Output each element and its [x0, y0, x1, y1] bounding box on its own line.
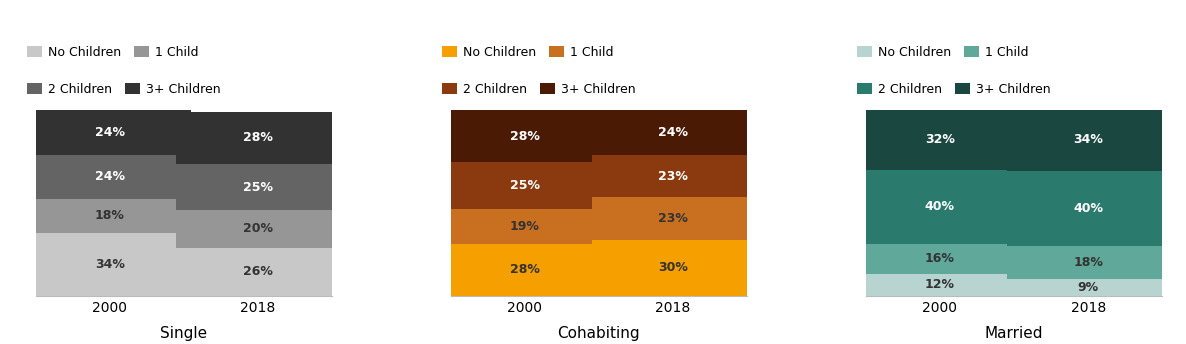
Text: 19%: 19%	[510, 220, 540, 233]
Bar	[444, 162, 606, 208]
Text: 9%: 9%	[1078, 281, 1098, 294]
Bar	[444, 110, 606, 162]
Bar	[1007, 279, 1169, 296]
Text: 25%: 25%	[510, 179, 540, 192]
Text: 28%: 28%	[510, 130, 540, 142]
Bar	[177, 248, 339, 296]
X-axis label: Married: Married	[984, 326, 1044, 341]
Text: 12%: 12%	[925, 278, 955, 291]
Bar	[28, 110, 191, 155]
Bar	[28, 199, 191, 233]
Bar	[1007, 171, 1169, 246]
Bar	[177, 211, 339, 248]
Bar	[28, 233, 191, 296]
Text: 25%: 25%	[243, 181, 273, 194]
Text: 24%: 24%	[658, 126, 688, 139]
Bar	[859, 273, 1021, 296]
Bar	[177, 164, 339, 211]
Bar	[444, 208, 606, 244]
Text: 34%: 34%	[95, 258, 125, 271]
Text: 26%: 26%	[243, 265, 273, 278]
Bar	[444, 244, 606, 296]
Text: 40%: 40%	[1073, 202, 1103, 215]
Text: 20%: 20%	[243, 223, 273, 235]
Bar	[1007, 246, 1169, 279]
Bar	[592, 110, 754, 155]
Bar	[859, 110, 1021, 170]
Bar	[28, 155, 191, 199]
Text: 28%: 28%	[510, 264, 540, 276]
Bar	[859, 244, 1021, 273]
Legend: 2 Children, 3+ Children: 2 Children, 3+ Children	[442, 83, 636, 96]
Text: 23%: 23%	[658, 170, 688, 183]
Bar	[592, 155, 754, 197]
Text: 34%: 34%	[1073, 133, 1103, 146]
Bar	[592, 240, 754, 296]
Text: 18%: 18%	[95, 209, 125, 223]
Text: 24%: 24%	[95, 171, 125, 183]
Text: 32%: 32%	[925, 133, 955, 146]
Legend: 2 Children, 3+ Children: 2 Children, 3+ Children	[857, 83, 1051, 96]
Legend: 2 Children, 3+ Children: 2 Children, 3+ Children	[27, 83, 221, 96]
Text: 24%: 24%	[95, 126, 125, 139]
Text: 40%: 40%	[925, 200, 955, 213]
Text: 16%: 16%	[925, 252, 955, 265]
Text: 30%: 30%	[658, 261, 688, 275]
Bar	[1007, 108, 1169, 171]
X-axis label: Cohabiting: Cohabiting	[557, 326, 640, 341]
Bar	[177, 112, 339, 164]
Text: 23%: 23%	[658, 212, 688, 225]
Bar	[592, 197, 754, 240]
Bar	[859, 170, 1021, 244]
X-axis label: Single: Single	[160, 326, 208, 341]
Text: 18%: 18%	[1073, 256, 1103, 269]
Text: 28%: 28%	[243, 131, 273, 144]
